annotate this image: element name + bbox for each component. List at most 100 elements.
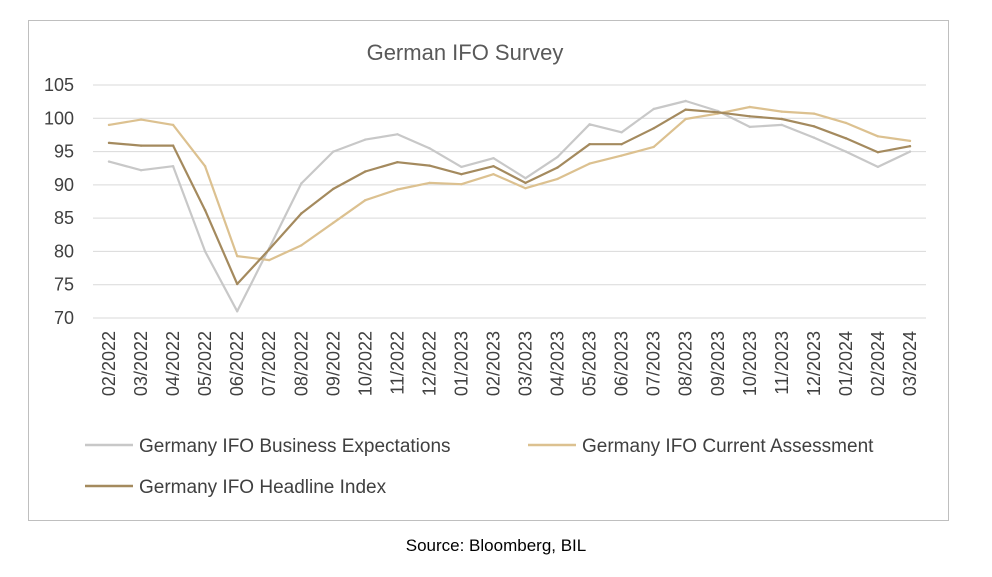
data-point <box>812 136 816 139</box>
data-point <box>620 154 623 157</box>
data-point <box>748 115 751 118</box>
x-tick-label: 05/2023 <box>580 331 600 396</box>
data-point <box>620 143 623 146</box>
x-tick-label: 10/2022 <box>355 331 375 396</box>
data-point <box>460 165 463 169</box>
gridlines <box>93 84 926 319</box>
data-point <box>588 143 591 146</box>
data-point <box>556 177 559 181</box>
data-point <box>139 144 143 147</box>
x-tick-label: 03/2022 <box>131 331 151 396</box>
data-point <box>684 99 687 103</box>
data-point <box>844 121 848 125</box>
data-point <box>428 164 431 167</box>
series-lines <box>107 99 912 313</box>
y-tick-label: 95 <box>54 142 74 162</box>
x-tick-label: 12/2023 <box>804 331 824 396</box>
data-point <box>524 187 527 190</box>
data-point <box>236 282 239 286</box>
source-note: Source: Bloomberg, BIL <box>405 536 587 555</box>
data-point <box>300 182 303 185</box>
data-point <box>396 161 399 164</box>
data-point <box>876 165 880 169</box>
data-point <box>844 137 848 140</box>
chart-frame <box>28 20 949 521</box>
data-point <box>236 254 239 258</box>
chart-title: German IFO Survey <box>367 40 564 65</box>
data-point <box>748 125 751 129</box>
data-point <box>652 127 655 130</box>
data-point <box>300 212 303 215</box>
x-tick-label: 01/2024 <box>836 331 856 396</box>
y-axis-tick-labels: 70 75 80 85 90 95 100 105 <box>44 75 74 328</box>
data-point <box>492 173 495 176</box>
data-point <box>203 209 207 212</box>
x-tick-label: 06/2022 <box>227 331 247 396</box>
data-point <box>652 107 655 111</box>
data-point <box>396 188 399 191</box>
x-tick-label: 09/2023 <box>708 331 728 396</box>
data-point <box>268 258 271 262</box>
data-point <box>812 125 816 128</box>
data-point <box>203 250 207 253</box>
data-point <box>268 248 271 251</box>
x-tick-label: 07/2023 <box>644 331 664 396</box>
legend-label: Germany IFO Current Assessment <box>582 436 874 457</box>
data-point <box>908 139 912 143</box>
data-point <box>748 105 751 109</box>
data-point <box>428 147 431 150</box>
y-tick-label: 70 <box>54 308 74 328</box>
data-point <box>876 135 880 138</box>
data-point <box>396 133 399 136</box>
x-tick-label: 12/2022 <box>419 331 439 396</box>
data-point <box>171 123 175 127</box>
data-point <box>107 123 111 127</box>
data-point <box>139 118 143 121</box>
data-point <box>107 141 111 145</box>
x-tick-label: 05/2022 <box>195 331 215 396</box>
data-point <box>236 310 239 313</box>
data-point <box>171 144 175 147</box>
data-point <box>716 111 719 114</box>
data-point <box>908 150 912 153</box>
x-tick-label: 01/2023 <box>451 331 471 396</box>
data-point <box>524 177 527 180</box>
y-tick-label: 80 <box>54 241 74 261</box>
series-line-1 <box>107 105 912 262</box>
x-tick-label: 03/2023 <box>516 331 536 396</box>
y-tick-label: 85 <box>54 208 74 228</box>
data-point <box>684 117 687 121</box>
x-tick-label: 11/2023 <box>772 331 792 395</box>
legend-label: Germany IFO Business Expectations <box>139 436 451 457</box>
legend-label: Germany IFO Headline Index <box>139 477 387 498</box>
x-tick-label: 08/2022 <box>291 331 311 396</box>
data-point <box>780 117 783 121</box>
x-tick-label: 02/2023 <box>483 331 503 396</box>
x-tick-label: 07/2022 <box>259 331 279 396</box>
data-point <box>364 170 367 173</box>
data-point <box>332 150 335 153</box>
data-point <box>492 157 495 160</box>
data-point <box>780 123 783 127</box>
data-point <box>203 165 207 168</box>
y-tick-label: 75 <box>54 275 74 295</box>
data-point <box>428 181 431 185</box>
data-point <box>492 165 495 168</box>
data-point <box>300 244 303 247</box>
x-axis-tick-labels: 02/2022 03/2022 04/2022 05/2022 06/2022 07/20… <box>99 331 920 396</box>
data-point <box>556 166 559 169</box>
data-point <box>364 199 367 202</box>
x-tick-label: 11/2022 <box>387 331 407 395</box>
data-point <box>588 123 591 126</box>
data-point <box>780 110 783 113</box>
series-line-0 <box>107 99 912 313</box>
x-tick-label: 02/2024 <box>868 331 888 396</box>
data-point <box>364 138 367 141</box>
data-point <box>812 112 816 115</box>
data-point <box>844 150 848 153</box>
x-tick-label: 04/2022 <box>163 331 183 396</box>
data-point <box>107 160 111 163</box>
data-point <box>556 155 559 159</box>
x-tick-label: 06/2023 <box>612 331 632 396</box>
